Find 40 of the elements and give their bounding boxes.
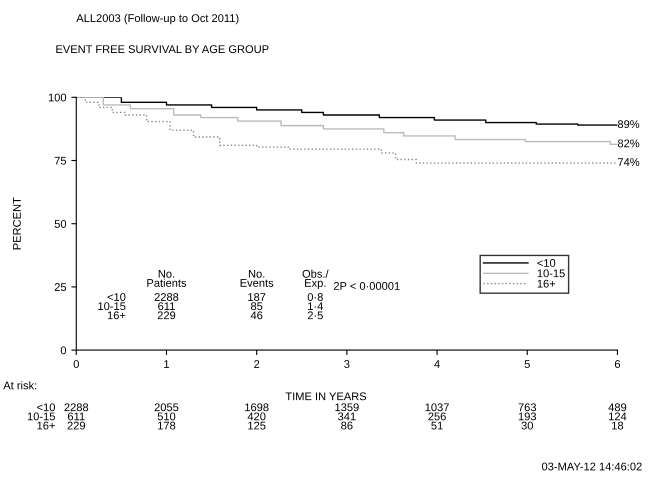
x-tick-label: 6 [614, 360, 620, 368]
text: 1359 341 86 [335, 403, 359, 430]
x-axis-title: TIME IN YEARS [286, 392, 366, 400]
chart-title: ALL2003 (Follow-up to Oct 2011) [76, 14, 238, 24]
y-tick-label: 0 [60, 346, 66, 354]
annotation: No. Events [240, 270, 274, 287]
text: 82% [618, 139, 640, 148]
legend-label: 16+ [538, 280, 556, 288]
annotation: 0·8 1·4 2·5 [308, 293, 323, 320]
x-tick-label: 2 [254, 360, 260, 368]
x-tick-label: 1 [164, 360, 170, 368]
y-tick-label: 50 [54, 220, 66, 228]
text: 74% [618, 158, 640, 166]
text: 89% [618, 120, 640, 128]
y-tick-label: 100 [48, 94, 66, 102]
text: 763 193 30 [518, 403, 536, 430]
text: 489 124 18 [608, 403, 626, 430]
text: 2288 611 229 [64, 403, 88, 430]
y-axis-title: PERCENT [12, 197, 21, 250]
text: 1698 420 125 [245, 403, 269, 430]
text: 2055 510 178 [154, 403, 178, 430]
text: <10 10-15 16+ [28, 403, 55, 430]
annotation: No. Patients [147, 270, 186, 287]
text: 1037 256 51 [426, 403, 449, 430]
annotation: Obs./ Exp. [302, 270, 329, 290]
annotation: <10 10-15 16+ [98, 293, 126, 320]
x-tick-label: 3 [344, 360, 350, 368]
text: 03-MAY-12 14:46:02 [542, 462, 642, 470]
y-tick-label: 75 [54, 156, 66, 165]
chart-subtitle: EVENT FREE SURVIVAL BY AGE GROUP [56, 45, 269, 54]
annotation: 2P < 0·00001 [334, 282, 400, 290]
x-tick-label: 4 [434, 360, 440, 368]
text: At risk: [3, 381, 36, 390]
legend-label: 10-15 [538, 269, 565, 278]
x-tick-label: 5 [524, 360, 530, 368]
annotation: 187 85 46 [248, 293, 266, 320]
annotation: 2288 611 229 [154, 293, 178, 320]
y-tick-label: 25 [54, 283, 66, 292]
x-tick-label: 0 [74, 360, 79, 368]
legend-label: <10 [537, 259, 556, 267]
